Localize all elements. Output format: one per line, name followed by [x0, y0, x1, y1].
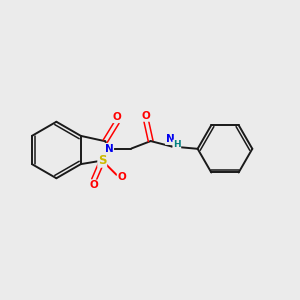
Text: S: S — [98, 154, 106, 167]
Text: N: N — [166, 134, 174, 144]
Text: O: O — [89, 180, 98, 190]
Text: O: O — [113, 112, 122, 122]
Text: O: O — [142, 111, 151, 121]
Text: O: O — [118, 172, 126, 182]
Text: N: N — [105, 143, 113, 154]
Text: H: H — [173, 140, 181, 149]
